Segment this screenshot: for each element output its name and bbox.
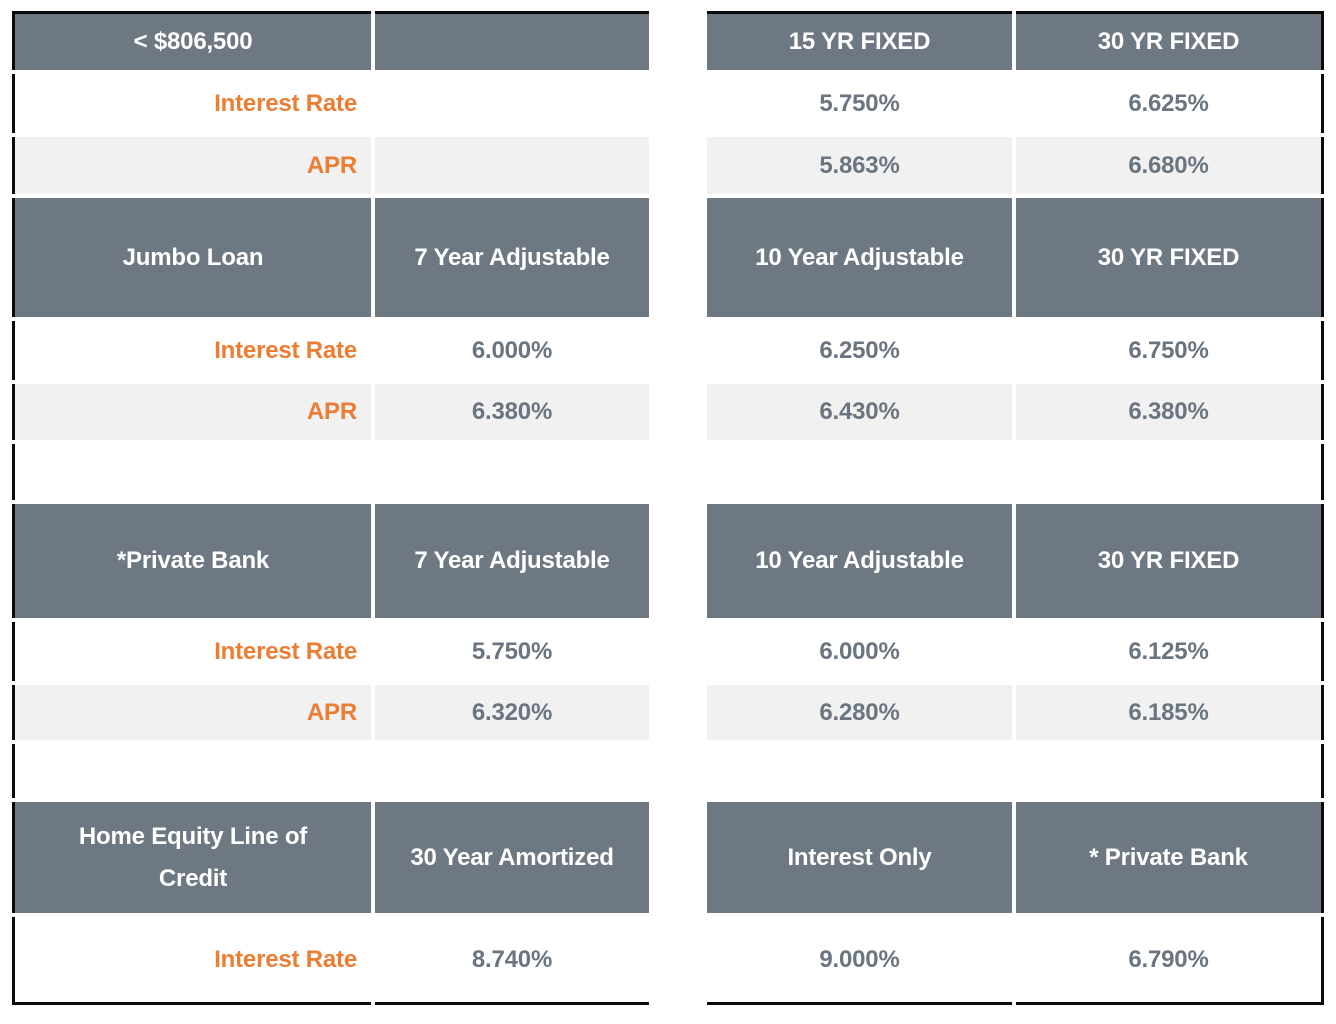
rate-value: 5.863%: [707, 137, 1012, 194]
rate-label-interest: Interest Rate: [12, 321, 371, 380]
rate-value: [375, 137, 649, 194]
column-header-15yr-fixed: 15 YR FIXED: [707, 11, 1012, 70]
rate-value: 6.125%: [1016, 622, 1324, 681]
column-spacer: [653, 685, 703, 740]
row-spacer: [653, 744, 703, 798]
row-spacer: [1016, 744, 1324, 798]
rate-value: 6.280%: [707, 685, 1012, 740]
column-spacer: [653, 622, 703, 681]
column-header-30yr-fixed: 30 YR FIXED: [1016, 504, 1324, 618]
rate-value: 6.000%: [471, 336, 553, 364]
rate-value: 6.680%: [1016, 137, 1324, 194]
rate-value: 6.380%: [375, 384, 649, 440]
section-title-conforming: < $806,500: [12, 11, 371, 70]
section-title-heloc: Home Equity Line of Credit: [12, 802, 371, 913]
row-spacer: [707, 744, 1012, 798]
rate-label-apr: APR: [12, 384, 371, 440]
column-spacer: [653, 802, 703, 913]
section-title-private-bank: *Private Bank: [12, 504, 371, 618]
rate-value: 6.185%: [1016, 685, 1324, 740]
column-spacer: [653, 137, 703, 194]
column-spacer: [653, 917, 703, 1005]
rate-value: 6.380%: [1016, 384, 1324, 440]
column-spacer: [653, 504, 703, 618]
row-spacer: [12, 444, 371, 500]
column-header-interest-only: Interest Only: [707, 802, 1012, 913]
rate-value: 6.000%: [819, 637, 900, 665]
row-spacer: [375, 444, 649, 500]
rate-value: 8.740%: [375, 917, 649, 1005]
rate-label-apr: APR: [12, 137, 371, 194]
column-header-30yr-amortized: 30 Year Amortized: [375, 802, 649, 913]
column-spacer: [653, 11, 703, 70]
column-header-10yr-adjustable: 10 Year Adjustable: [707, 198, 1012, 317]
rate-label-interest: Interest Rate: [12, 917, 371, 1005]
rate-label-apr: APR: [12, 685, 371, 740]
rate-value: 6.430%: [707, 384, 1012, 440]
rate-value: 9.000%: [707, 917, 1012, 1005]
column-spacer: [653, 74, 703, 133]
row-spacer: [1016, 444, 1324, 500]
column-header-30yr-fixed: 30 YR FIXED: [1016, 11, 1324, 70]
rate-value: 5.750%: [819, 89, 900, 117]
rate-label-interest: Interest Rate: [12, 622, 371, 681]
rate-value: 6.320%: [375, 685, 649, 740]
row-spacer: [707, 444, 1012, 500]
row-spacer: [12, 744, 371, 798]
rate-value: 6.625%: [1016, 74, 1324, 133]
section-title-jumbo: Jumbo Loan: [12, 198, 371, 317]
column-spacer: [653, 384, 703, 440]
row-spacer: [653, 444, 703, 500]
row-spacer: [375, 744, 649, 798]
column-header-7yr-adjustable: 7 Year Adjustable: [375, 198, 649, 317]
rate-value: [375, 74, 649, 133]
column-header-private-bank: * Private Bank: [1016, 802, 1324, 913]
column-header-30yr-fixed: 30 YR FIXED: [1016, 198, 1324, 317]
column-spacer: [653, 321, 703, 380]
rate-label-interest: Interest Rate: [12, 74, 371, 133]
column-header-conforming-blank: [375, 11, 649, 70]
rate-value: 6.790%: [1016, 917, 1324, 1005]
column-header-7yr-adjustable: 7 Year Adjustable: [375, 504, 649, 618]
column-header-10yr-adjustable: 10 Year Adjustable: [707, 504, 1012, 618]
column-spacer: [653, 198, 703, 317]
rate-value: 6.750%: [1016, 321, 1324, 380]
rate-value: 5.750%: [471, 637, 553, 665]
rate-value: 6.250%: [819, 336, 900, 364]
mortgage-rates-table: < $806,500 15 YR FIXED 30 YR FIXED Inter…: [12, 11, 1324, 1005]
